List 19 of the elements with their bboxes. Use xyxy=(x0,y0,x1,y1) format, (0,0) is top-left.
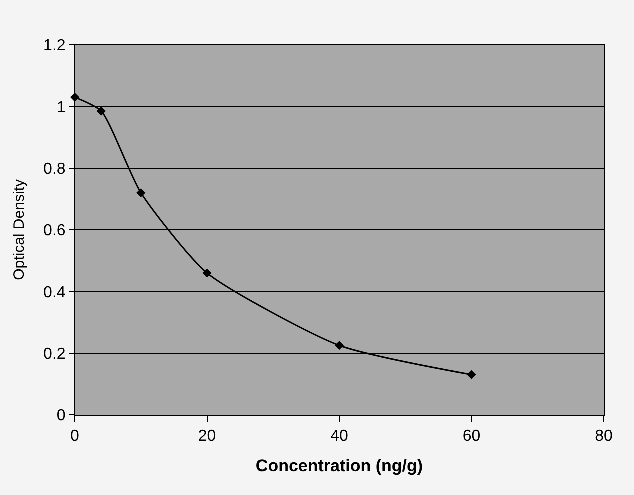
y-tick-label: 1.2 xyxy=(44,38,66,55)
y-tick-label: 0.2 xyxy=(44,346,66,363)
y-tick-label: 1 xyxy=(56,99,66,116)
x-tick-label: 20 xyxy=(198,428,216,446)
y-tick-label: 0.8 xyxy=(44,160,66,178)
y-tick-label: 0 xyxy=(56,408,66,425)
point xyxy=(202,268,212,278)
x-axis-title: Concentration (ng/g) xyxy=(256,456,424,476)
point xyxy=(96,106,106,116)
x-tick-label: 0 xyxy=(70,428,80,446)
x-tick-label: 40 xyxy=(330,428,348,446)
y-tick-label: 0.6 xyxy=(44,222,66,240)
point xyxy=(334,341,344,350)
point xyxy=(467,370,476,380)
y-axis-title: Optical Density xyxy=(10,179,28,280)
x-tick-label: 80 xyxy=(595,428,613,446)
y-tick-label: 0.4 xyxy=(44,284,66,302)
x-tick-label: 60 xyxy=(462,428,481,446)
point xyxy=(136,188,146,198)
